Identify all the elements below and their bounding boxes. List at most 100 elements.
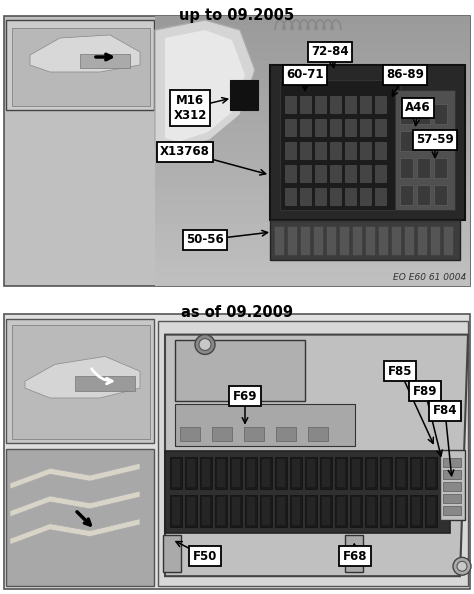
FancyBboxPatch shape bbox=[320, 457, 332, 489]
FancyBboxPatch shape bbox=[395, 90, 455, 210]
FancyBboxPatch shape bbox=[163, 535, 181, 572]
FancyBboxPatch shape bbox=[185, 457, 197, 489]
FancyBboxPatch shape bbox=[340, 227, 349, 255]
FancyBboxPatch shape bbox=[292, 497, 300, 525]
FancyBboxPatch shape bbox=[277, 459, 285, 487]
Polygon shape bbox=[10, 463, 140, 489]
FancyBboxPatch shape bbox=[405, 227, 414, 255]
FancyBboxPatch shape bbox=[300, 96, 311, 113]
Text: F84: F84 bbox=[433, 405, 457, 418]
FancyBboxPatch shape bbox=[165, 451, 450, 533]
FancyBboxPatch shape bbox=[315, 96, 326, 113]
FancyBboxPatch shape bbox=[434, 104, 447, 124]
FancyBboxPatch shape bbox=[330, 142, 341, 159]
FancyBboxPatch shape bbox=[395, 495, 407, 527]
Text: 57-59: 57-59 bbox=[416, 134, 454, 147]
FancyBboxPatch shape bbox=[290, 457, 302, 489]
FancyBboxPatch shape bbox=[277, 497, 285, 525]
FancyBboxPatch shape bbox=[367, 497, 375, 525]
Text: F89: F89 bbox=[413, 384, 437, 397]
FancyBboxPatch shape bbox=[155, 187, 470, 196]
Text: 60-71: 60-71 bbox=[286, 68, 324, 81]
FancyBboxPatch shape bbox=[155, 277, 470, 286]
FancyBboxPatch shape bbox=[187, 459, 195, 487]
FancyBboxPatch shape bbox=[260, 495, 272, 527]
Polygon shape bbox=[165, 30, 245, 142]
FancyBboxPatch shape bbox=[418, 227, 427, 255]
FancyBboxPatch shape bbox=[434, 185, 447, 205]
FancyBboxPatch shape bbox=[155, 115, 470, 124]
FancyBboxPatch shape bbox=[352, 459, 360, 487]
FancyBboxPatch shape bbox=[353, 227, 362, 255]
FancyBboxPatch shape bbox=[360, 188, 371, 205]
FancyBboxPatch shape bbox=[155, 16, 470, 25]
Polygon shape bbox=[165, 334, 468, 576]
Polygon shape bbox=[10, 491, 140, 517]
FancyBboxPatch shape bbox=[245, 457, 257, 489]
FancyBboxPatch shape bbox=[300, 142, 311, 159]
FancyBboxPatch shape bbox=[212, 426, 232, 441]
FancyBboxPatch shape bbox=[307, 497, 315, 525]
FancyBboxPatch shape bbox=[244, 426, 264, 441]
Text: F69: F69 bbox=[233, 390, 257, 403]
FancyBboxPatch shape bbox=[155, 205, 470, 214]
FancyBboxPatch shape bbox=[262, 459, 270, 487]
Polygon shape bbox=[12, 325, 150, 438]
FancyBboxPatch shape bbox=[155, 79, 470, 88]
FancyBboxPatch shape bbox=[375, 188, 386, 205]
FancyBboxPatch shape bbox=[155, 169, 470, 178]
FancyBboxPatch shape bbox=[305, 495, 317, 527]
Polygon shape bbox=[75, 376, 135, 391]
Circle shape bbox=[195, 334, 215, 355]
FancyBboxPatch shape bbox=[230, 457, 242, 489]
FancyBboxPatch shape bbox=[379, 227, 388, 255]
FancyBboxPatch shape bbox=[202, 497, 210, 525]
FancyBboxPatch shape bbox=[4, 16, 470, 286]
FancyBboxPatch shape bbox=[230, 495, 242, 527]
Polygon shape bbox=[25, 356, 140, 398]
FancyBboxPatch shape bbox=[155, 25, 470, 34]
FancyBboxPatch shape bbox=[443, 494, 461, 503]
FancyBboxPatch shape bbox=[290, 495, 302, 527]
FancyBboxPatch shape bbox=[397, 459, 405, 487]
FancyBboxPatch shape bbox=[335, 457, 347, 489]
Text: M16
X312: M16 X312 bbox=[173, 94, 207, 122]
FancyBboxPatch shape bbox=[360, 119, 371, 136]
FancyBboxPatch shape bbox=[232, 459, 240, 487]
FancyBboxPatch shape bbox=[215, 495, 227, 527]
FancyBboxPatch shape bbox=[314, 227, 323, 255]
FancyBboxPatch shape bbox=[360, 142, 371, 159]
FancyBboxPatch shape bbox=[400, 185, 413, 205]
FancyBboxPatch shape bbox=[322, 497, 330, 525]
FancyBboxPatch shape bbox=[330, 96, 341, 113]
FancyBboxPatch shape bbox=[400, 131, 413, 151]
FancyBboxPatch shape bbox=[155, 196, 470, 205]
FancyBboxPatch shape bbox=[155, 160, 470, 169]
Text: 86-89: 86-89 bbox=[386, 68, 424, 81]
FancyBboxPatch shape bbox=[335, 495, 347, 527]
FancyBboxPatch shape bbox=[232, 497, 240, 525]
FancyBboxPatch shape bbox=[175, 340, 305, 401]
FancyBboxPatch shape bbox=[375, 96, 386, 113]
FancyBboxPatch shape bbox=[427, 459, 435, 487]
FancyBboxPatch shape bbox=[155, 250, 470, 259]
FancyBboxPatch shape bbox=[245, 495, 257, 527]
FancyBboxPatch shape bbox=[380, 495, 392, 527]
FancyBboxPatch shape bbox=[443, 470, 461, 479]
FancyBboxPatch shape bbox=[443, 482, 461, 491]
Text: F85: F85 bbox=[388, 365, 412, 378]
FancyBboxPatch shape bbox=[417, 104, 430, 124]
FancyBboxPatch shape bbox=[375, 119, 386, 136]
FancyBboxPatch shape bbox=[170, 457, 182, 489]
FancyBboxPatch shape bbox=[275, 495, 287, 527]
FancyBboxPatch shape bbox=[425, 457, 437, 489]
FancyBboxPatch shape bbox=[155, 241, 470, 250]
FancyBboxPatch shape bbox=[275, 457, 287, 489]
FancyBboxPatch shape bbox=[315, 142, 326, 159]
FancyBboxPatch shape bbox=[300, 188, 311, 205]
Polygon shape bbox=[12, 28, 150, 106]
FancyBboxPatch shape bbox=[247, 459, 255, 487]
FancyBboxPatch shape bbox=[352, 497, 360, 525]
FancyBboxPatch shape bbox=[315, 119, 326, 136]
FancyBboxPatch shape bbox=[350, 457, 362, 489]
